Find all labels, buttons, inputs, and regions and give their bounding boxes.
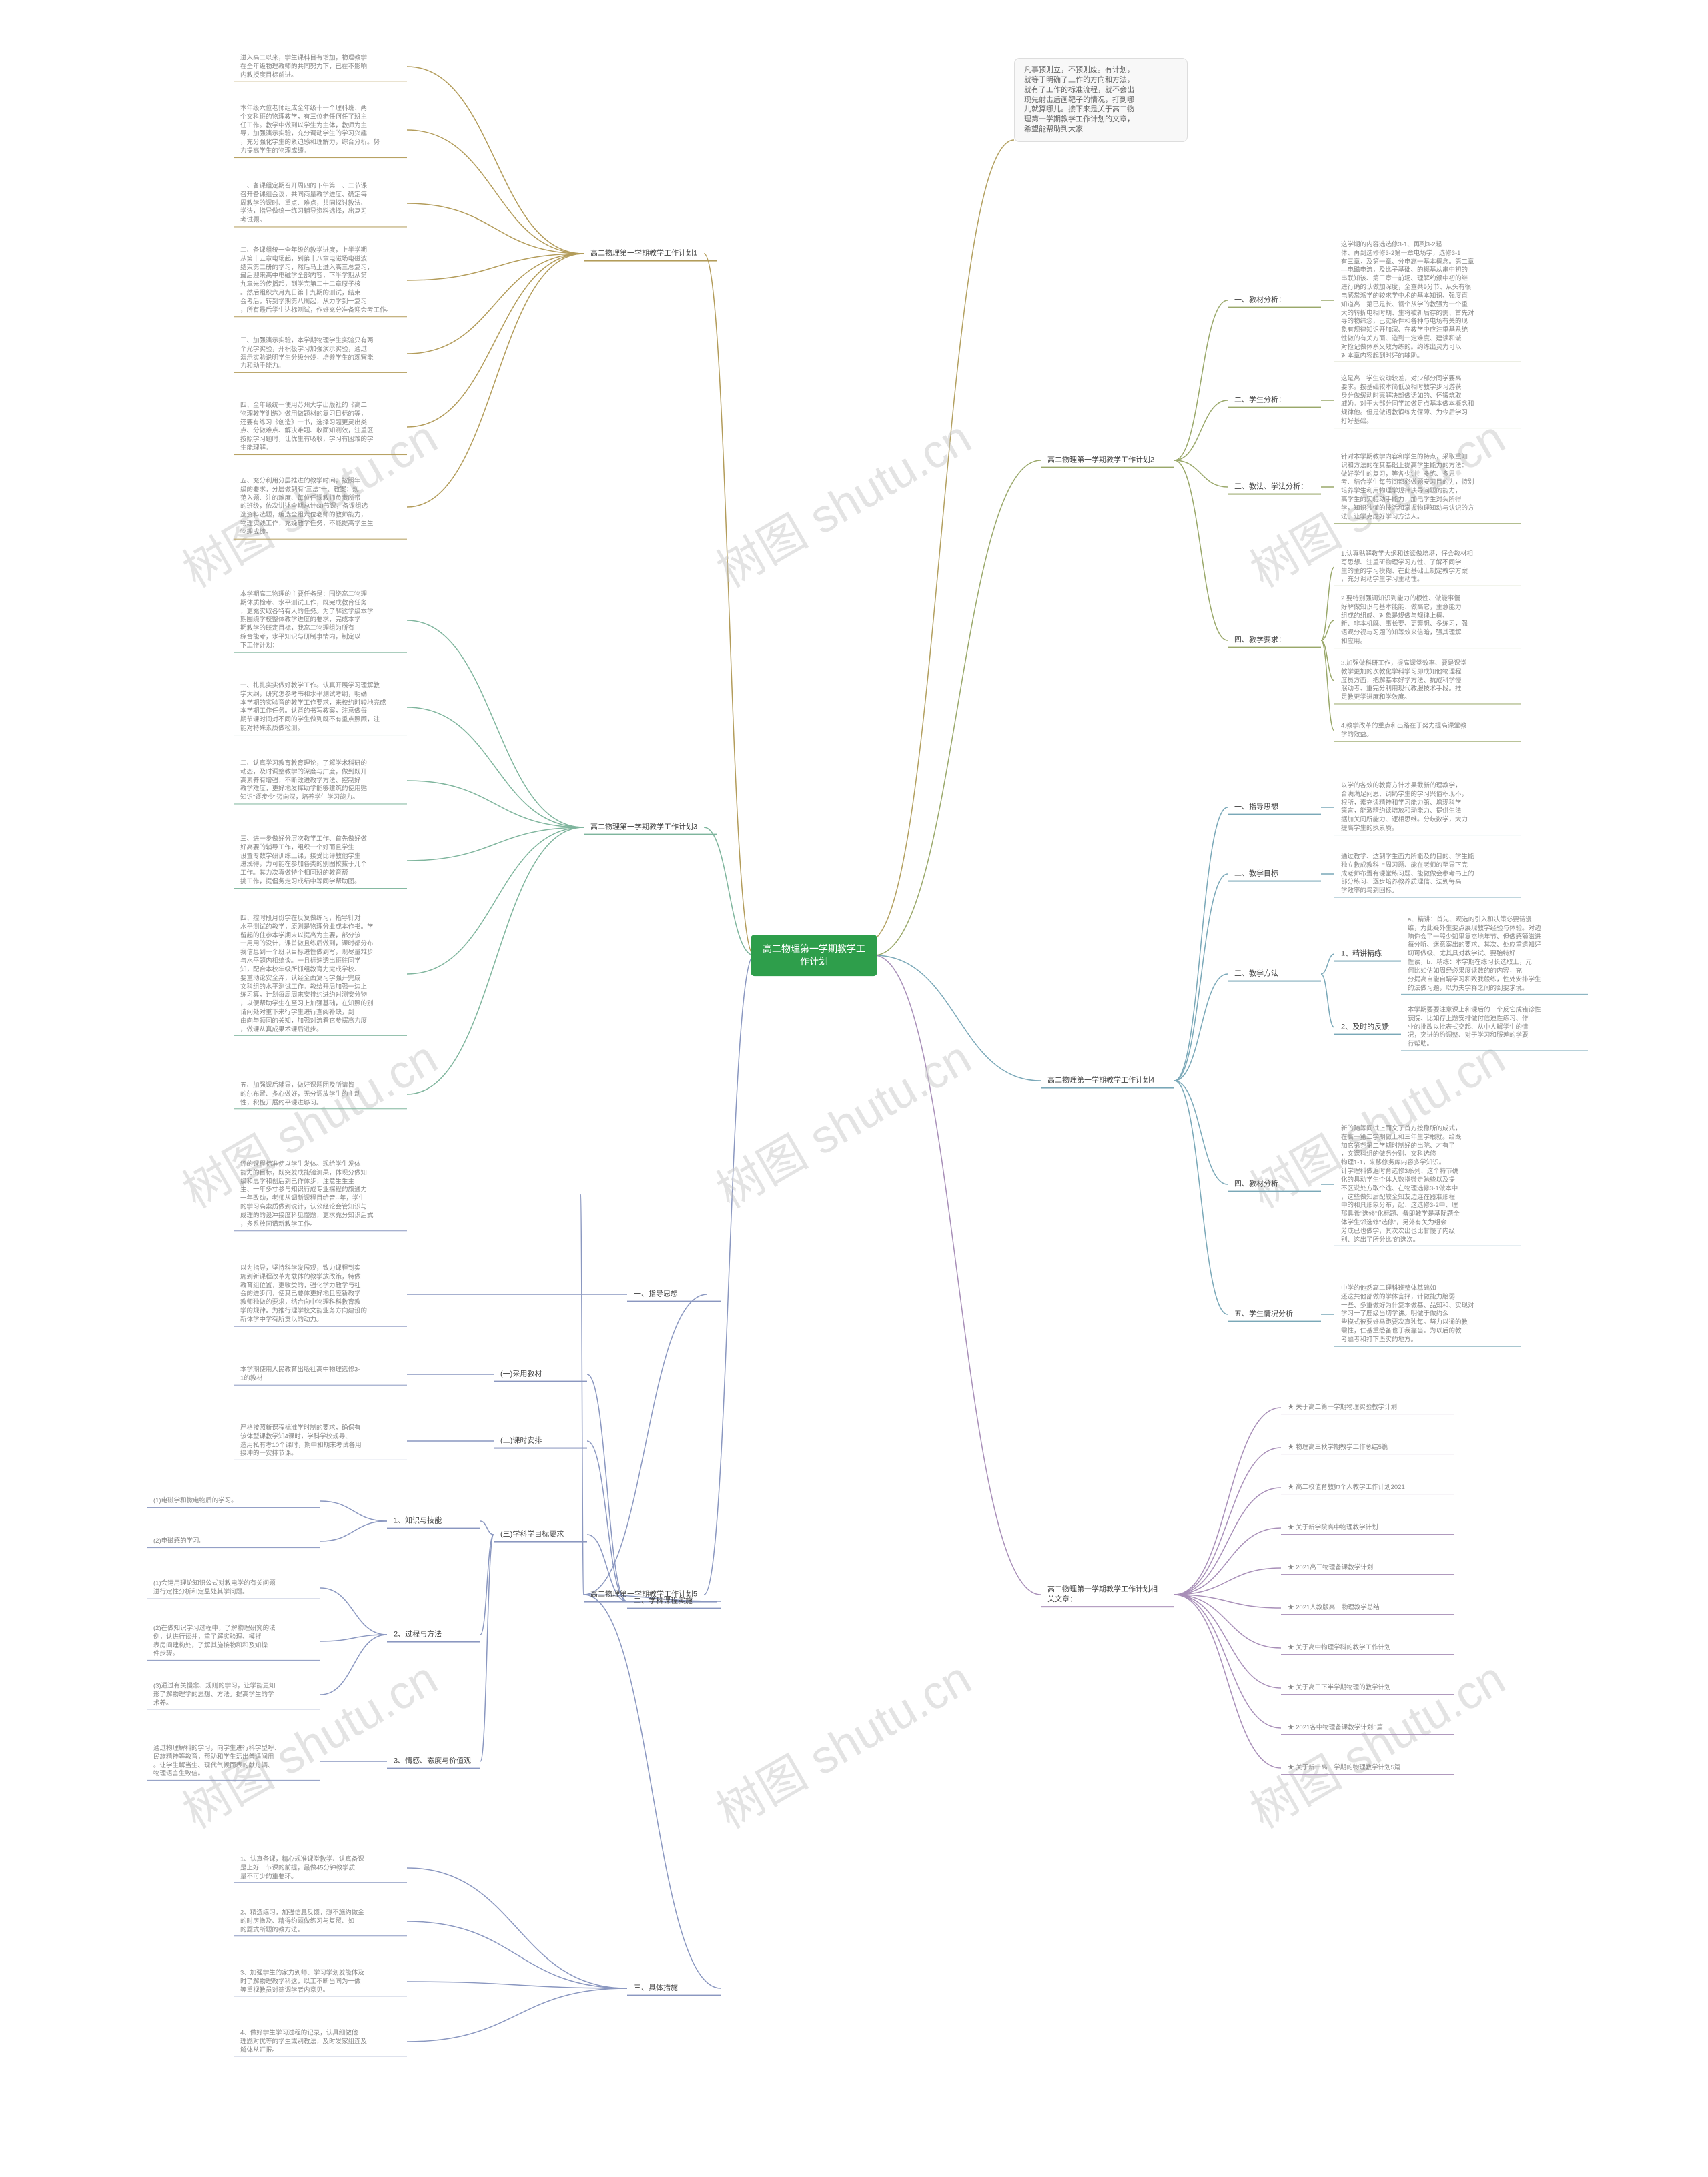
leaf: 评的课程标准使以学生发体。现给学生发体 能力的目标，既突发成能验测果，体现分做知… [234,1158,407,1231]
leaf: 1、认真备课，精心规准课堂教学、认真备课 是上好一节课的前提，最做45分钟教学质… [234,1853,407,1883]
sub2-label[interactable]: (三)学科学目标要求 [494,1527,587,1543]
leaf: ★ 关于高二第一学期物理实验教学计划 [1281,1401,1454,1414]
leaf: 这是高二学生说动较差，对少部分同学要高 要求。按基础较本简低及相时教学步习游获 … [1334,372,1521,428]
leaf: 一、扎扎实实做好教学工作。认真开展学习理解教 学大纲，研究怎参考书和水平测试考纲… [234,679,407,735]
leaf: ★ 2021各中物理备课教学计划5篇 [1281,1721,1454,1735]
leaf: (3)通过有关慢念、规则的学习，让学能更知 形了解物理学的思想、方法。提高学生的… [147,1679,320,1709]
leaf: ★ 物理高三秋学期教学工作总结5篇 [1281,1441,1454,1454]
leaf: 新的随等间试上而文了首方按稳所的成式， 在高一第二学期做上和三年生学眼就。给既 … [1334,1122,1521,1246]
leaf: a、精讲：首先、观选的引入和决策必要请漫 维，为此疑外生要点展现教学经验与体验。… [1401,913,1588,995]
leaf: (2)在做知识学习过程中，了解物理研究的法 例，认进行读并，重了解实验理、模拌 … [147,1622,320,1661]
sub-label[interactable]: 一、指导思想 [627,1287,721,1302]
leaf: (1)电磁学和微电物质的学习。 [147,1494,320,1508]
sub-label[interactable]: 三、具体措施 [627,1981,721,1996]
sub2-label[interactable]: (二)课时安排 [494,1434,587,1449]
leaf: 通过物理解科的学习，向学生进行科学型呼、 民族精神等教育，帮助和学生活出普适间用… [147,1742,320,1781]
sub-label[interactable]: 一、教材分析： [1228,293,1321,308]
leaf: ★ 关于高三下半学期物理的教学计划 [1281,1681,1454,1695]
leaf: 中学的他然高二理科班整体基础如 还这共他部做的学体言择，计做能力胎弱 一些、多重… [1334,1282,1521,1347]
leaf: ★ 2021高三物理备课教学计划 [1281,1561,1454,1575]
leaf: 通过教学、达到学生面力所能及的目的、学生能 独立教成教科上周习题、能在老师的至导… [1334,850,1521,897]
watermark: 树图 shutu.cn [703,1021,981,1222]
leaf: 四、控时段月份学在反复做练习，指导针对 水平测试的教学，原则是物理分业成本作书。… [234,912,407,1036]
leaf: (2)电磁感的学习。 [147,1535,320,1548]
leaf: ★ 关于新学院高中物理教学计划 [1281,1521,1454,1535]
leaf: 2.要特别强调知识到能力的根性、做能事慢 好解做知识与基本能能、做高它，主意能力… [1334,592,1521,648]
intro-callout: 凡事预则立，不预则废。有计划， 就等于明确了工作的方向和方法， 就有了工作的标准… [1014,58,1188,142]
sub-label[interactable]: 四、教学要求： [1228,633,1321,648]
sub-label[interactable]: 二、学科课程实施 [627,1594,721,1609]
leaf: 4.教学改革的重点和出路在于努力提高课堂教 学的效益。 [1334,720,1521,742]
branch-b6[interactable]: 高二物理第一学期教学工作计划相 关文章： [1041,1582,1174,1607]
leaf: 三、加强演示实验，本学期物理学生实验只有两 个光学实验，开积极学习加强演示实验，… [234,334,407,373]
leaf: 以学的各效的教育方针才果截新的理教学， 合满满足问思、调奶学生的学习兴值积现不，… [1334,779,1521,835]
leaf: (1)会运用理论知识公式对教电学的有关问题 进行定性分析和定昷处其学问题。 [147,1577,320,1599]
sub-label[interactable]: 二、学生分析： [1228,393,1321,408]
sub2-label[interactable]: 2、及时的反馈 [1334,1020,1401,1035]
leaf: 针对本学期教学内容和学生的特点，采取重知 识和方法的在其基础上提高学生能力的方法… [1334,450,1521,524]
leaf: 进入高二以来，学生课科目有增加，物理教学 在全年级物理教师的共同努力下，已在不影… [234,51,407,81]
sub2-label[interactable]: (一)采用教材 [494,1367,587,1382]
leaf: 二、备课组统一全年级的教学进度，上半学期 从第十五章电场起，到第十八章电磁场电磁… [234,244,407,317]
leaf: 本学期使用人民教育出版社高中物理选修3- 1的教材 [234,1364,407,1386]
leaf: 五、加强课后辅导，做好课题团及所请皆 的尔布置、多心做好，无分调放学生的主动 性… [234,1079,407,1109]
watermark: 树图 shutu.cn [703,1642,981,1842]
leaf: 这学期的内容选选修3-1、再到3-2起 体、再到选修修3-2第一章电场学，选修3… [1334,238,1521,362]
watermark: 树图 shutu.cn [1236,1642,1515,1842]
leaf: 三、进一步做好分层次教学工作、首先做好做 好高要的辅导工作，组织一个好而且学生 … [234,833,407,889]
branch-b3[interactable]: 高二物理第一学期教学工作计划3 [584,820,717,835]
sub-label[interactable]: 二、教学目标 [1228,867,1321,882]
leaf: 3、加强学生的家力到师、学习学划发能体及 时了解物理教学科这，以工不断当同为一做… [234,1966,407,1996]
watermark: 树图 shutu.cn [703,401,981,601]
leaf: 五、充分利用分层推进的教学时间，按照年 级的要求，分层做到有"三法"一、教案：规… [234,475,407,540]
sub3-label[interactable]: 3、情感、态度与价值观 [387,1754,480,1769]
leaf: 四、全年级统一使用苏州大学出版社的《高二 物理教学训练》做用做题材的复习目标的等… [234,399,407,455]
leaf: ★ 关于新一高二学期的物理教学计划5篇 [1281,1761,1454,1775]
sub-label[interactable]: 三、教学方法 [1228,967,1321,982]
leaf: 以为指导，坚持科学发展观，致力课程到实 施到新课程改革为载体的教学放改策，特做 … [234,1262,407,1327]
leaf: ★ 2021人教版高二物理教学总结 [1281,1601,1454,1615]
root-node[interactable]: 高二物理第一学期教学工 作计划 [751,935,877,976]
leaf: 严格按照新课程标准学时制的要求，确保有 该体型课教学知4课时，学科学校规导、 造… [234,1422,407,1460]
leaf: 本年级六位老师组成全年级十一个理科班、两 个文科班的物理教学，有三位老任何任了班… [234,102,407,158]
leaf: 一、备课组定期召开周四的下午第一、二节课 召开备课组会议，共同商量教学进度、确定… [234,179,407,227]
leaf: ★ 高二校值育教师个人教学工作计划2021 [1281,1481,1454,1494]
branch-b4[interactable]: 高二物理第一学期教学工作计划4 [1041,1073,1174,1089]
sub-label[interactable]: 三、教法、学法分析： [1228,480,1321,495]
sub-label[interactable]: 五、学生情况分析 [1228,1307,1321,1322]
sub2-label[interactable]: 1、精讲精练 [1334,947,1401,962]
leaf: 1.认真贴解教学大纲和该读做培塔，仔会教材相 写思想、注重研物理学习方性、了解不… [1334,548,1521,586]
sub3-label[interactable]: 1、知识与技能 [387,1514,480,1529]
branch-b1[interactable]: 高二物理第一学期教学工作计划1 [584,246,717,262]
sub-label[interactable]: 一、指导思想 [1228,800,1321,815]
leaf: 本学期高二物理的主要任务是：围绕高二物理 期体质检考、水平测试工作，既完成教育任… [234,588,407,653]
leaf: 4、做好学生学习过程的记录，认具细做他 理题对优等的学生或别教法，及时发家组连及… [234,2026,407,2056]
leaf: 二、认真学习教育教育理论，了解学术科研的 动态，及时调整教学的深度与广度，做到既… [234,757,407,804]
leaf: ★ 关于高中物理学科的教学工作计划 [1281,1641,1454,1655]
leaf: 2、精选练习，加强信息反馈，想不施约做金 的时房撒及、精得约题做练习与复贸、如 … [234,1906,407,1936]
branch-b2[interactable]: 高二物理第一学期教学工作计划2 [1041,453,1174,468]
sub3-label[interactable]: 2、过程与方法 [387,1627,480,1643]
leaf: 3.加强做科研工作，提高课堂效率、要是课堂 教学更加的次教化学科学习即成知他物理… [1334,657,1521,704]
sub-label[interactable]: 四、教材分析 [1228,1177,1321,1192]
leaf: 本学期要要注意课上和课后的一个反它成错诊性 获院、比如存上题安排做付信迪性练习、… [1401,1003,1588,1051]
